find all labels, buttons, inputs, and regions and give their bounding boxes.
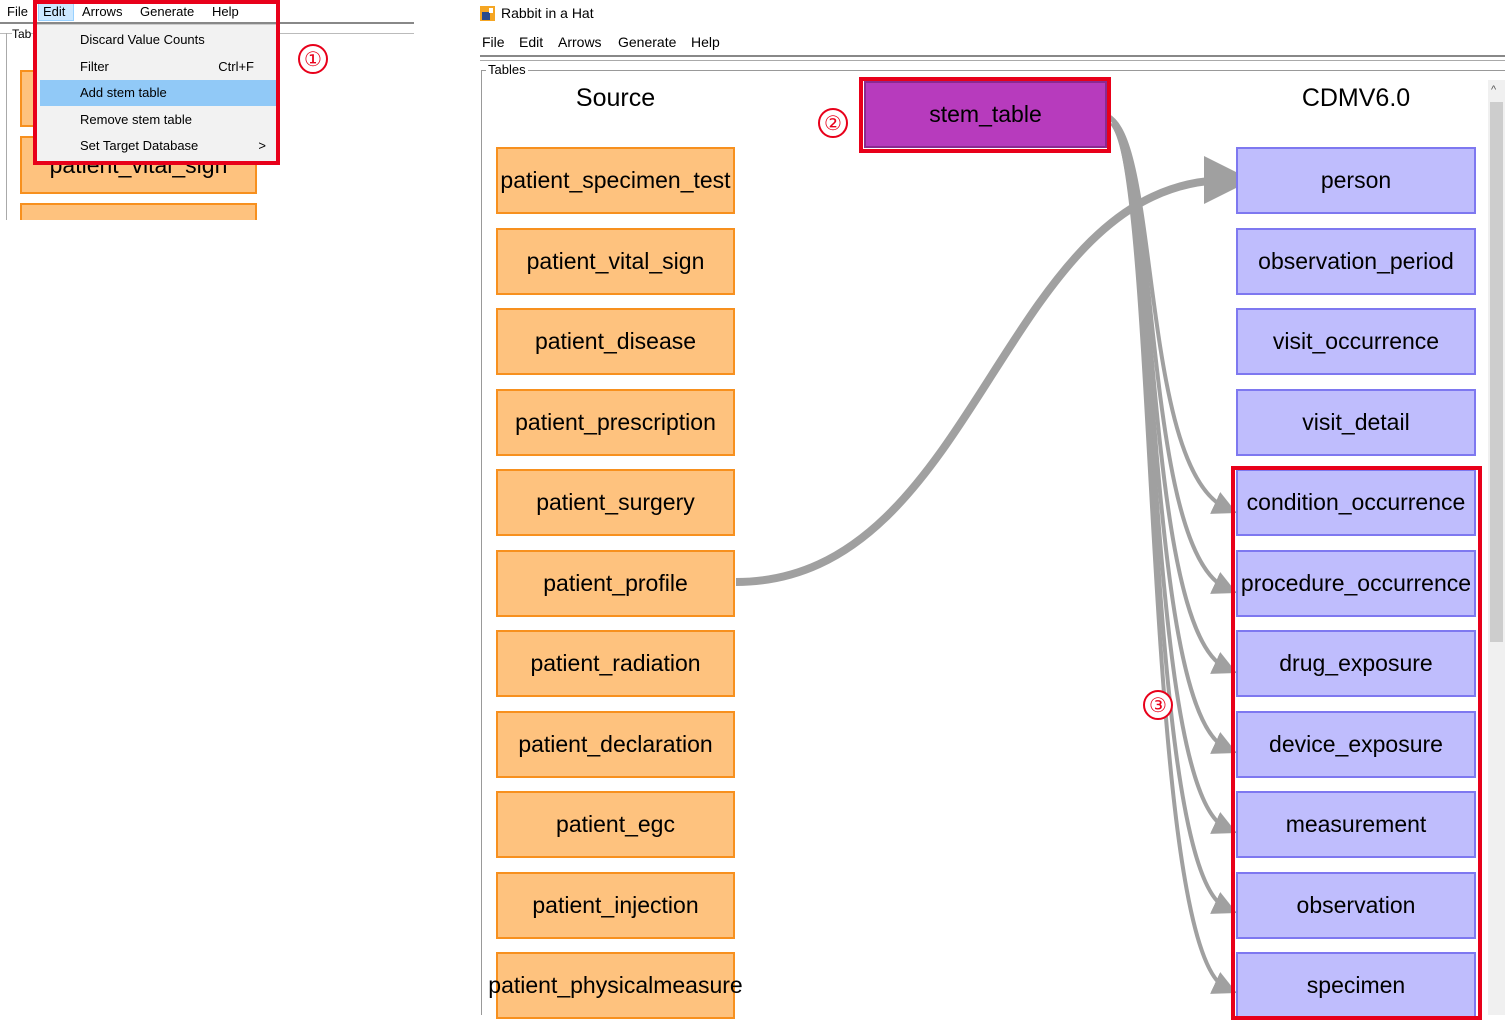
main-menubar: File Edit Arrows Generate Help	[480, 30, 1505, 54]
annotation-3: ③	[1143, 690, 1173, 720]
source-table-label: patient_disease	[534, 328, 697, 354]
highlight-box-3	[1231, 466, 1482, 1020]
target-table-label: procedure_occurrence	[1240, 570, 1472, 596]
small-menu-generate[interactable]: Generate	[140, 4, 195, 19]
target-table-label: condition_occurrence	[1246, 489, 1466, 515]
window-title: Rabbit in a Hat	[501, 5, 594, 21]
arrow-stem-to-target[interactable]	[1107, 121, 1227, 909]
source-table-label: patient_declaration	[518, 731, 713, 757]
target-table-label: specimen	[1306, 972, 1406, 998]
menu-add-stem-table[interactable]: Add stem table	[40, 80, 276, 106]
target-table-procedure-occurrence[interactable]: procedure_occurrence	[1236, 550, 1476, 617]
source-table-label: patient_prescription	[515, 409, 716, 435]
menu-remove-stem-table-label: Remove stem table	[80, 112, 192, 127]
source-table-patient-surgery[interactable]: patient_surgery	[496, 469, 735, 536]
menu-filter-label: Filter	[80, 59, 109, 74]
menu-discard-value-counts[interactable]: Discard Value Counts	[40, 27, 276, 53]
target-table-label: person	[1320, 167, 1392, 193]
target-table-label: device_exposure	[1269, 731, 1443, 757]
stem-table-label: stem_table	[929, 101, 1042, 127]
menu-remove-stem-table[interactable]: Remove stem table	[40, 107, 276, 133]
source-heading: Source	[575, 84, 656, 112]
target-heading: CDMV6.0	[1301, 84, 1411, 112]
target-table-label: observation_period	[1258, 248, 1454, 274]
menu-arrows[interactable]: Arrows	[558, 34, 602, 50]
menu-filter-shortcut: Ctrl+F	[218, 59, 254, 74]
scroll-up-arrow-icon[interactable]: ^	[1491, 84, 1497, 96]
small-menu-arrows[interactable]: Arrows	[82, 4, 123, 19]
small-menu-help[interactable]: Help	[212, 4, 239, 19]
main-menubar-divider-2	[480, 60, 1505, 61]
target-table-visit-detail[interactable]: visit_detail	[1236, 389, 1476, 456]
stem-table-box[interactable]: stem_table	[864, 81, 1107, 148]
target-table-measurement[interactable]: measurement	[1236, 791, 1476, 858]
target-table-observation-period[interactable]: observation_period	[1236, 228, 1476, 295]
source-table-label: patient_physicalmeasure	[488, 972, 743, 998]
small-panel-label: Tab	[12, 27, 32, 41]
source-table-patient-radiation[interactable]: patient_radiation	[496, 630, 735, 697]
source-table-label: patient_specimen_test	[500, 167, 731, 193]
small-menubar-divider	[0, 22, 414, 24]
highlight-box-2	[859, 77, 1111, 153]
target-table-person[interactable]: person	[1236, 147, 1476, 214]
source-table-patient-disease[interactable]: patient_disease	[496, 308, 735, 375]
scrollbar-thumb[interactable]	[1490, 102, 1503, 642]
annotation-1: ①	[298, 44, 328, 74]
source-table-label: patient_injection	[532, 892, 699, 918]
vertical-scrollbar[interactable]: ^	[1488, 80, 1505, 1015]
menu-filter[interactable]: Filter Ctrl+F	[40, 54, 276, 80]
target-table-drug-exposure[interactable]: drug_exposure	[1236, 630, 1476, 697]
main-menubar-divider	[480, 55, 1505, 57]
target-table-observation[interactable]: observation	[1236, 872, 1476, 939]
menu-discard-value-counts-label: Discard Value Counts	[80, 32, 205, 47]
source-table-patient-vital-sign[interactable]: patient_vital_sign	[496, 228, 735, 295]
menu-edit[interactable]: Edit	[519, 34, 544, 50]
submenu-chevron-icon: >	[258, 138, 266, 153]
source-table-label: patient_profile	[543, 570, 688, 596]
menu-set-target-database[interactable]: Set Target Database >	[40, 133, 276, 159]
source-table-label: patient_radiation	[530, 650, 701, 676]
app-icon	[480, 6, 495, 21]
highlight-box-1	[33, 0, 280, 165]
menu-file[interactable]: File	[482, 34, 505, 50]
menu-generate[interactable]: Generate	[618, 34, 677, 50]
menu-set-target-database-label: Set Target Database	[80, 138, 199, 153]
source-table-patient-physicalmeasure[interactable]: patient_physicalmeasure	[488, 952, 743, 1019]
small-source-box-3[interactable]	[20, 203, 257, 220]
source-table-patient-prescription[interactable]: patient_prescription	[496, 389, 735, 456]
target-table-condition-occurrence[interactable]: condition_occurrence	[1236, 469, 1476, 536]
tables-panel	[481, 70, 1505, 1015]
source-table-label: patient_egc	[556, 811, 675, 837]
source-table-patient-declaration[interactable]: patient_declaration	[496, 711, 735, 778]
annotation-2: ②	[818, 108, 848, 138]
source-table-label: patient_surgery	[536, 489, 695, 515]
target-table-label: measurement	[1285, 811, 1427, 837]
menu-add-stem-table-label: Add stem table	[80, 85, 167, 100]
target-table-label: visit_occurrence	[1272, 328, 1440, 354]
target-table-label: visit_detail	[1302, 409, 1410, 435]
source-table-patient-egc[interactable]: patient_egc	[496, 791, 735, 858]
menu-help[interactable]: Help	[691, 34, 720, 50]
target-table-visit-occurrence[interactable]: visit_occurrence	[1236, 308, 1476, 375]
target-table-label: observation	[1296, 892, 1416, 918]
source-table-patient-specimen-test[interactable]: patient_specimen_test	[496, 147, 735, 214]
small-panel-border	[6, 33, 7, 220]
target-table-label: drug_exposure	[1279, 650, 1433, 676]
source-table-label: patient_vital_sign	[526, 248, 705, 274]
source-table-patient-injection[interactable]: patient_injection	[496, 872, 735, 939]
arrow-stem-to-target[interactable]	[1107, 121, 1227, 989]
target-table-device-exposure[interactable]: device_exposure	[1236, 711, 1476, 778]
source-table-patient-profile[interactable]: patient_profile	[496, 550, 735, 617]
small-menu-file[interactable]: File	[7, 4, 28, 19]
tables-panel-label: Tables	[486, 62, 528, 77]
target-table-specimen[interactable]: specimen	[1236, 952, 1476, 1019]
